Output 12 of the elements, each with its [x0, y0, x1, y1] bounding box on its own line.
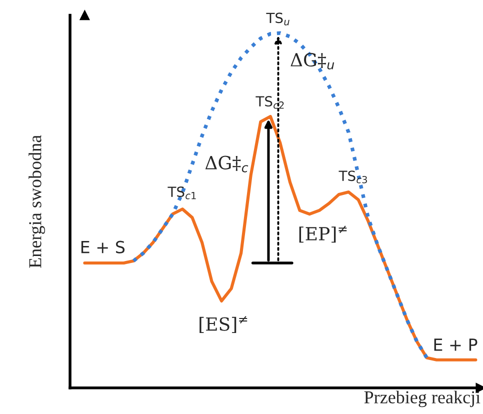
annotation: TS$_{c1}$ — [168, 186, 196, 200]
annotation: TS$_{c3}$ — [338, 170, 367, 184]
annotation: [ES]$^{≠}$ — [200, 316, 248, 334]
annotation: ΔG‡$_{u}$ — [290, 52, 334, 70]
annotation: E + P — [434, 338, 478, 351]
annotation: [EP]$^{≠}$ — [299, 226, 347, 243]
annotation: TS$_{c2}$ — [256, 96, 284, 109]
annotation: E + S — [81, 240, 125, 254]
annotation: ΔG‡$_{c}$ — [205, 156, 248, 172]
y-axis-title: Energia swobodna — [28, 135, 46, 268]
x-axis-title: Przebieg reakcji — [364, 390, 480, 408]
text: TS$_{u}$ — [266, 12, 290, 26]
